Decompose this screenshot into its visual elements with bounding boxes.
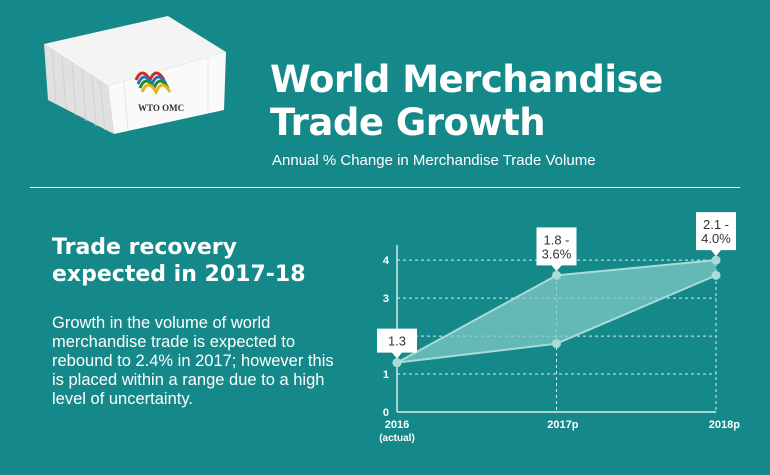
callout-1: 1.8 -3.6%	[536, 227, 577, 272]
x-tick-sublabel-0: (actual)	[379, 433, 415, 444]
callout-2: 2.1 -4.0%	[696, 212, 736, 257]
section-headline: Trade recovery expected in 2017-18	[52, 234, 352, 288]
callout-text-2-1: 4.0%	[701, 231, 731, 246]
chart-x-labels: 2016 (actual) 2017p 2018p	[379, 419, 740, 444]
header-divider	[30, 187, 740, 188]
y-tick-label-4: 4	[383, 255, 390, 267]
data-point-s1-2	[711, 255, 721, 265]
section-body-text: Growth in the volume of world merchandis…	[52, 314, 334, 408]
chart-y-ticks: 0 1 2 3 4	[383, 255, 390, 419]
y-tick-label-2: 2	[383, 331, 389, 343]
data-point-s1-1	[552, 270, 561, 280]
y-tick-label-3: 3	[383, 293, 389, 305]
chart-callouts: 1.3 1.8 -3.6% 2.1 -4.0%	[377, 212, 736, 359]
title-line-2: Trade Growth	[270, 101, 546, 144]
callout-box-2	[696, 212, 736, 257]
wto-container-illustration: WTO OMC	[44, 16, 226, 134]
data-point-s1-0	[392, 358, 402, 368]
page-subtitle: Annual % Change in Merchandise Trade Vol…	[272, 152, 596, 169]
y-tick-label-1: 1	[383, 369, 389, 381]
x-tick-label-2: 2018p	[709, 419, 740, 431]
callout-text-1-1: 3.6%	[542, 246, 572, 261]
title-line-1: World Merchandise	[270, 58, 663, 101]
x-tick-label-1: 2017p	[547, 419, 578, 431]
trade-growth-chart: 1.3 1.8 -3.6% 2.1 -4.0% 0 1 2 3 4 2016 (actual)…	[377, 212, 740, 444]
chart-range-band	[397, 260, 716, 363]
data-point-s0-1	[552, 339, 561, 349]
y-tick-label-0: 0	[383, 407, 389, 419]
wto-logo-text: WTO OMC	[138, 103, 184, 113]
data-point-s0-2	[711, 270, 721, 280]
headline-line-1: Trade recovery	[52, 235, 237, 260]
range-band	[397, 260, 716, 363]
callout-box-0	[377, 328, 417, 359]
page-title: World Merchandise Trade Growth	[270, 58, 750, 144]
headline-line-2: expected in 2017-18	[52, 262, 306, 287]
callout-text-1-0: 1.8 -	[543, 232, 569, 247]
callout-box-1	[536, 227, 577, 272]
chart-axes	[396, 245, 716, 413]
callout-0: 1.3	[377, 328, 417, 359]
x-tick-label-0: 2016	[385, 419, 409, 431]
callout-text-0-0: 1.3	[388, 334, 406, 349]
callout-text-2-0: 2.1 -	[703, 217, 729, 232]
wto-logo-icon	[134, 71, 172, 96]
chart-markers	[392, 255, 721, 368]
